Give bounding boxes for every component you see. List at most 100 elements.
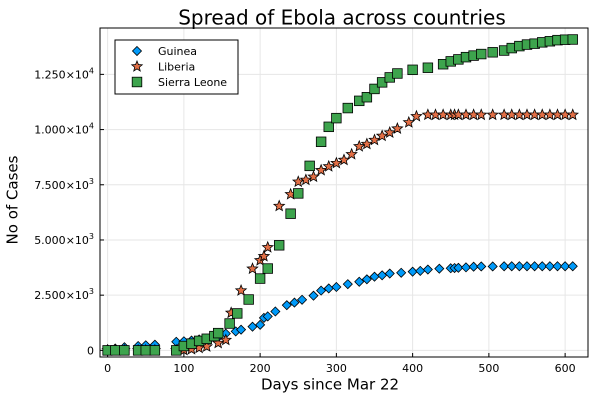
- data-point: [296, 294, 308, 305]
- data-point: [285, 208, 296, 219]
- data-point: [352, 139, 366, 152]
- data-point: [529, 261, 540, 272]
- data-point: [474, 108, 488, 121]
- series: [101, 34, 580, 356]
- y-tick-base: ×10: [66, 234, 89, 247]
- data-point: [402, 115, 416, 128]
- data-point: [354, 276, 365, 287]
- y-tick-label: 1.000×104: [34, 122, 94, 137]
- data-point: [289, 297, 300, 308]
- y-tick-mantissa: 5.000: [34, 234, 66, 247]
- data-point: [322, 159, 336, 172]
- data-point: [486, 108, 499, 121]
- data-point: [293, 188, 304, 199]
- legend-label: Liberia: [158, 61, 195, 74]
- data-point: [434, 263, 445, 274]
- data-point: [235, 324, 247, 335]
- data-point: [255, 319, 266, 330]
- data-point: [110, 345, 121, 356]
- data-point: [270, 306, 281, 317]
- x-tick-label: 300: [326, 362, 347, 375]
- y-tick-mantissa: 2.500: [34, 289, 66, 302]
- data-point: [257, 249, 271, 262]
- chart-title: Spread of Ebola across countries: [178, 6, 506, 30]
- data-point: [468, 261, 479, 272]
- data-point: [323, 283, 334, 294]
- data-point: [262, 311, 273, 322]
- data-point: [415, 265, 426, 276]
- data-point: [314, 163, 328, 176]
- y-tick-mantissa: 1.250: [34, 68, 66, 81]
- data-point: [361, 274, 372, 285]
- data-point: [514, 261, 525, 272]
- data-point: [246, 262, 259, 275]
- data-point: [476, 48, 487, 60]
- data-point: [377, 270, 388, 281]
- data-point: [453, 262, 464, 273]
- data-point: [506, 261, 517, 272]
- data-point: [392, 68, 403, 79]
- data-point: [476, 261, 487, 272]
- data-point: [567, 261, 578, 272]
- data-point: [272, 199, 286, 212]
- x-tick-label: 100: [173, 362, 194, 375]
- data-point: [383, 126, 397, 138]
- data-point: [368, 133, 381, 146]
- y-tick-base: ×10: [66, 179, 89, 192]
- data-point: [360, 137, 374, 150]
- data-point: [331, 112, 342, 124]
- data-point: [396, 267, 407, 278]
- y-tick-exponent: 4: [89, 66, 94, 75]
- data-point: [149, 345, 161, 356]
- x-tick-label: 400: [402, 362, 423, 375]
- legend-marker: [131, 76, 143, 88]
- data-point: [361, 92, 373, 103]
- y-tick-mantissa: 7.500: [34, 179, 66, 192]
- data-point: [299, 173, 313, 186]
- data-point: [211, 336, 225, 349]
- data-point: [521, 261, 533, 272]
- data-point: [281, 300, 292, 311]
- data-point: [247, 321, 258, 332]
- data-point: [460, 262, 472, 273]
- data-point: [262, 263, 273, 274]
- x-axis-label: Days since Mar 22: [261, 376, 399, 394]
- data-point: [232, 308, 243, 319]
- x-tick-label: 500: [478, 362, 499, 375]
- legend-marker: [130, 59, 144, 72]
- grid: [100, 28, 588, 357]
- data-point: [224, 318, 235, 329]
- data-point: [323, 121, 334, 133]
- data-point: [304, 160, 315, 172]
- data-point: [537, 261, 548, 272]
- x-tick-label: 200: [250, 362, 271, 375]
- data-point: [369, 83, 380, 95]
- x-tick-label: 0: [104, 362, 111, 375]
- y-tick-label: 7.500×103: [34, 177, 94, 192]
- data-point: [342, 102, 354, 114]
- data-point: [140, 345, 151, 356]
- series-guinea: [102, 261, 578, 355]
- axis-ticks: 0 100 200 300 400 500 60002.500×1035.000×1037.…: [34, 66, 575, 375]
- legend-label: Sierra Leone: [158, 76, 227, 89]
- data-point: [407, 64, 418, 76]
- data-point: [544, 261, 555, 272]
- series-liberia: [101, 108, 580, 356]
- data-point: [330, 156, 343, 169]
- data-point: [375, 129, 389, 142]
- data-point: [560, 261, 571, 272]
- y-tick-base: ×10: [66, 124, 89, 137]
- data-point: [331, 281, 342, 293]
- data-point: [273, 240, 285, 251]
- data-point: [254, 273, 266, 284]
- data-point: [316, 285, 327, 296]
- legend: Guinea Liberia Sierra Leone: [114, 39, 239, 95]
- data-point: [407, 266, 418, 277]
- y-tick-label: 5.000×103: [34, 232, 94, 247]
- data-point: [243, 294, 254, 305]
- data-point: [422, 62, 434, 73]
- y-tick-base: ×10: [66, 289, 89, 302]
- data-point: [487, 261, 498, 272]
- data-point: [410, 109, 423, 122]
